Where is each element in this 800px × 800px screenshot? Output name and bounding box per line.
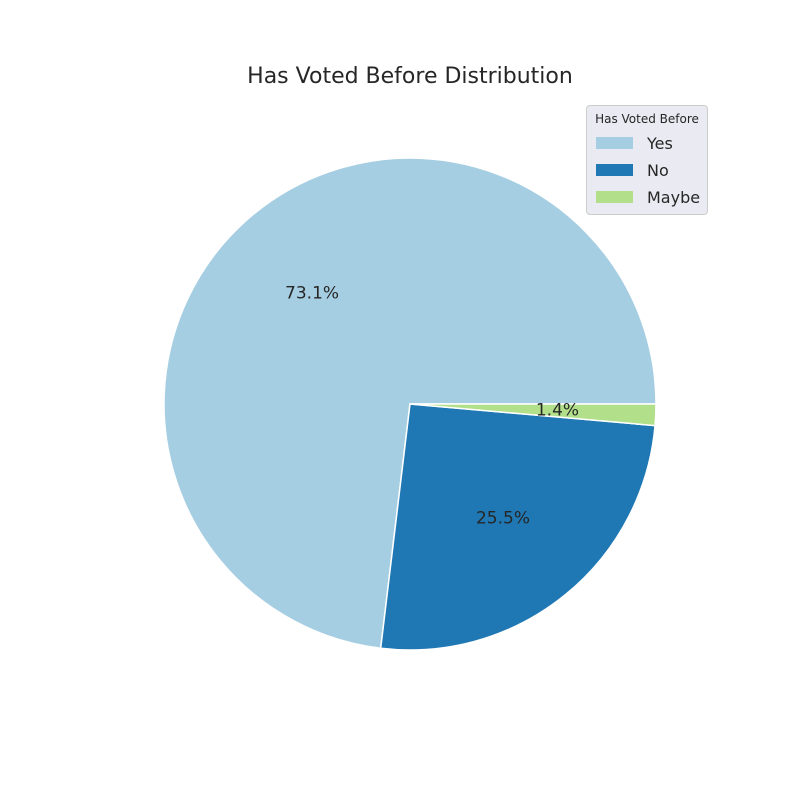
legend-swatch-no xyxy=(596,164,633,176)
slice-percent-label: 1.4% xyxy=(536,400,579,420)
legend: Has Voted Before Yes No Maybe xyxy=(586,105,708,215)
legend-label: Yes xyxy=(647,133,673,153)
legend-item-yes: Yes xyxy=(596,133,673,153)
slice-percent-label: 73.1% xyxy=(285,284,339,304)
legend-swatch-yes xyxy=(596,137,633,149)
chart-title: Has Voted Before Distribution xyxy=(247,64,573,89)
pie-slice-maybe xyxy=(409,403,657,427)
slice-percent-label: 25.5% xyxy=(476,509,530,529)
legend-item-no: No xyxy=(596,160,669,180)
legend-swatch-maybe xyxy=(596,191,633,203)
legend-label: No xyxy=(647,160,669,180)
pie-slice-no xyxy=(379,403,656,651)
pie-slice-yes xyxy=(163,157,657,650)
legend-label: Maybe xyxy=(647,187,701,207)
legend-title: Has Voted Before xyxy=(595,112,699,126)
legend-item-maybe: Maybe xyxy=(596,187,700,207)
